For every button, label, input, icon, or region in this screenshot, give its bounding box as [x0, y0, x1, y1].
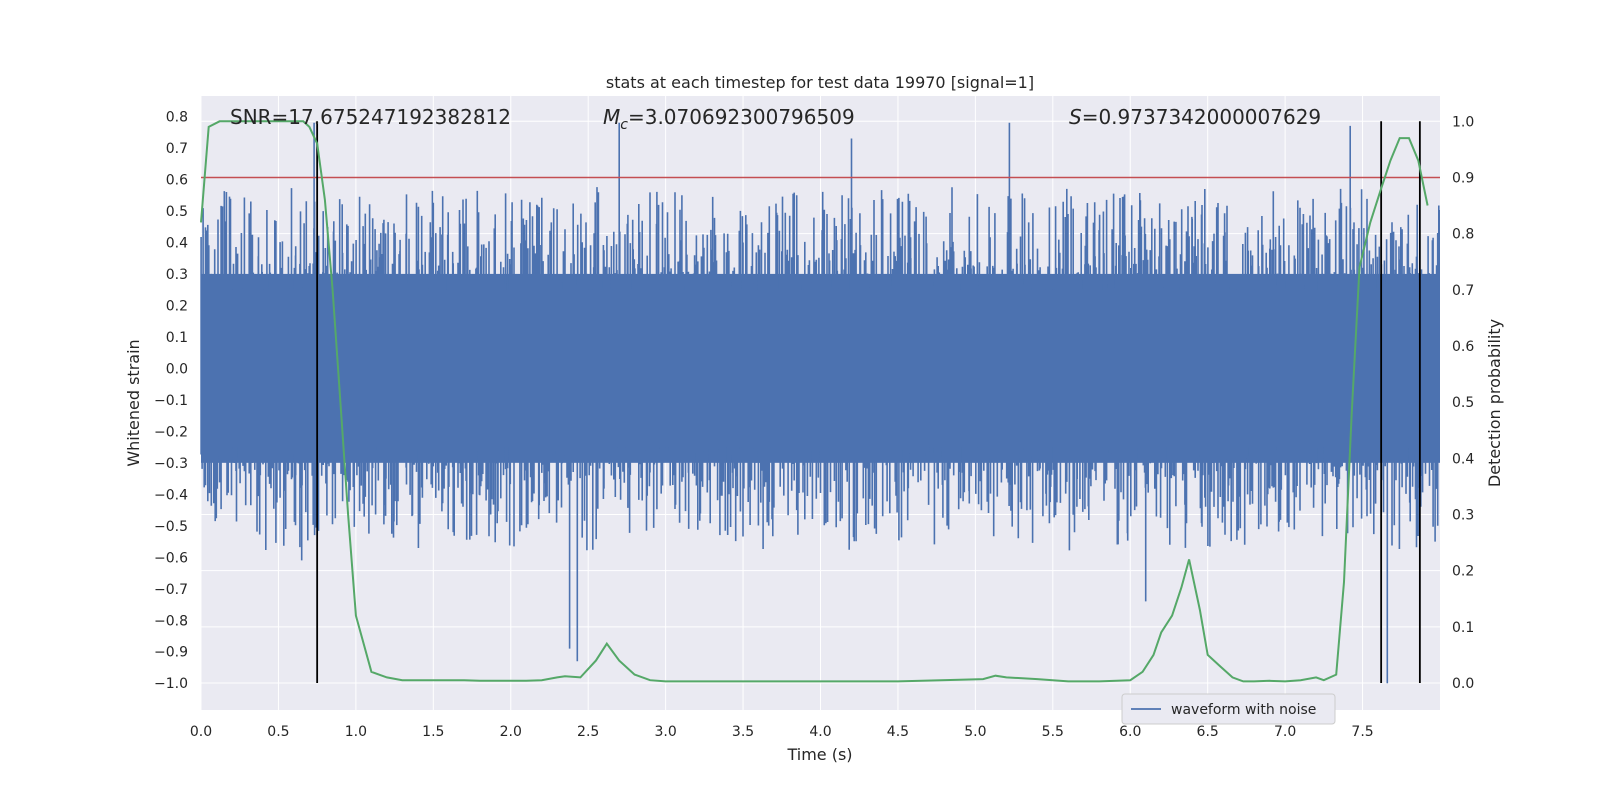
y2-tick-label: 0.1	[1452, 620, 1474, 636]
s-annotation: S=0.9737342000007629	[1069, 105, 1321, 129]
y2-tick-label: 0.9	[1452, 170, 1474, 186]
y-tick-label: −0.6	[154, 550, 188, 566]
y2-tick-label: 0.8	[1452, 227, 1474, 243]
x-tick-label: 2.0	[500, 724, 522, 740]
y-tick-label: 0.1	[166, 330, 188, 346]
y2-tick-label: 0.6	[1452, 339, 1474, 355]
y-tick-label: −0.2	[154, 424, 188, 440]
y-axis-label: Whitened strain	[124, 339, 143, 466]
y-tick-label: −0.3	[154, 456, 188, 472]
chirp-mass-subscript: c	[620, 117, 628, 133]
chirp-mass-symbol: M	[603, 105, 620, 129]
y-tick-label: −0.7	[154, 582, 188, 598]
chirp-mass-annotation: Mc=3.070692300796509	[603, 105, 855, 133]
x-tick-label: 1.5	[422, 724, 444, 740]
x-tick-label: 0.0	[190, 724, 212, 740]
chart-title: stats at each timestep for test data 199…	[606, 73, 1034, 92]
x-tick-labels: 0.0 0.5 1.0 1.5 2.0 2.5 3.0 3.5 4.0 4.5 5.0 5.5 6.0 6…	[190, 724, 1374, 740]
y2-tick-labels: 1.0 0.9 0.8 0.7 0.6 0.5 0.4 0.3 0.2 0.1 0.0	[1452, 114, 1474, 692]
y-tick-label: −0.5	[154, 519, 188, 535]
y-tick-label: −0.4	[154, 487, 188, 503]
y2-tick-label: 0.5	[1452, 395, 1474, 411]
x-tick-label: 3.5	[732, 724, 754, 740]
x-tick-label: 4.0	[809, 724, 831, 740]
x-axis-label: Time (s)	[786, 745, 852, 764]
y-tick-label: 0.7	[166, 141, 188, 157]
y2-tick-label: 0.2	[1452, 564, 1474, 580]
legend-box	[1121, 693, 1336, 725]
y-tick-label: 0.6	[166, 172, 188, 188]
y2-tick-label: 0.3	[1452, 508, 1474, 524]
y-tick-label: 0.3	[166, 267, 188, 283]
y2-axis-label: Detection probability	[1485, 319, 1504, 487]
x-tick-label: 5.5	[1042, 724, 1064, 740]
y-tick-label: 0.2	[166, 298, 188, 314]
waveform-series	[200, 122, 1440, 684]
probability-series	[200, 120, 1429, 683]
y-tick-label: −0.1	[154, 393, 188, 409]
y-tick-labels: 0.8 0.7 0.6 0.5 0.4 0.3 0.2 0.1 0.0 −0.1 −0.2 −0.3 −…	[154, 109, 188, 692]
x-tick-label: 6.5	[1197, 724, 1219, 740]
y2-tick-label: 0.4	[1452, 451, 1474, 467]
y-tick-label: −0.8	[154, 613, 188, 629]
waveform-spikes	[200, 122, 1440, 684]
x-tick-label: 6.0	[1119, 724, 1141, 740]
x-tick-label: 1.0	[345, 724, 367, 740]
x-tick-label: 7.5	[1351, 724, 1373, 740]
x-tick-label: 4.5	[887, 724, 909, 740]
snr-annotation: SNR=17.675247192382812	[230, 105, 511, 129]
y-tick-label: 0.8	[166, 109, 188, 125]
x-tick-label: 7.0	[1274, 724, 1296, 740]
y2-tick-label: 1.0	[1452, 114, 1474, 130]
s-value: =0.9737342000007629	[1082, 105, 1321, 129]
y-tick-label: −1.0	[154, 676, 188, 692]
x-tick-label: 2.5	[577, 724, 599, 740]
legend-label: waveform with noise	[1171, 702, 1316, 718]
y2-tick-label: 0.7	[1452, 283, 1474, 299]
legend: waveform with noise	[1121, 693, 1336, 725]
y-tick-label: −0.9	[154, 645, 188, 661]
y-tick-label: 0.5	[166, 204, 188, 220]
y-tick-label: 0.4	[166, 235, 188, 251]
s-symbol: S	[1069, 105, 1082, 129]
x-tick-label: 0.5	[267, 724, 289, 740]
vertical-markers	[316, 121, 1421, 684]
y-tick-label: 0.0	[166, 361, 188, 377]
x-tick-label: 3.0	[654, 724, 676, 740]
y2-tick-label: 0.0	[1452, 676, 1474, 692]
x-tick-label: 5.0	[964, 724, 986, 740]
chirp-mass-value: =3.070692300796509	[628, 105, 855, 129]
